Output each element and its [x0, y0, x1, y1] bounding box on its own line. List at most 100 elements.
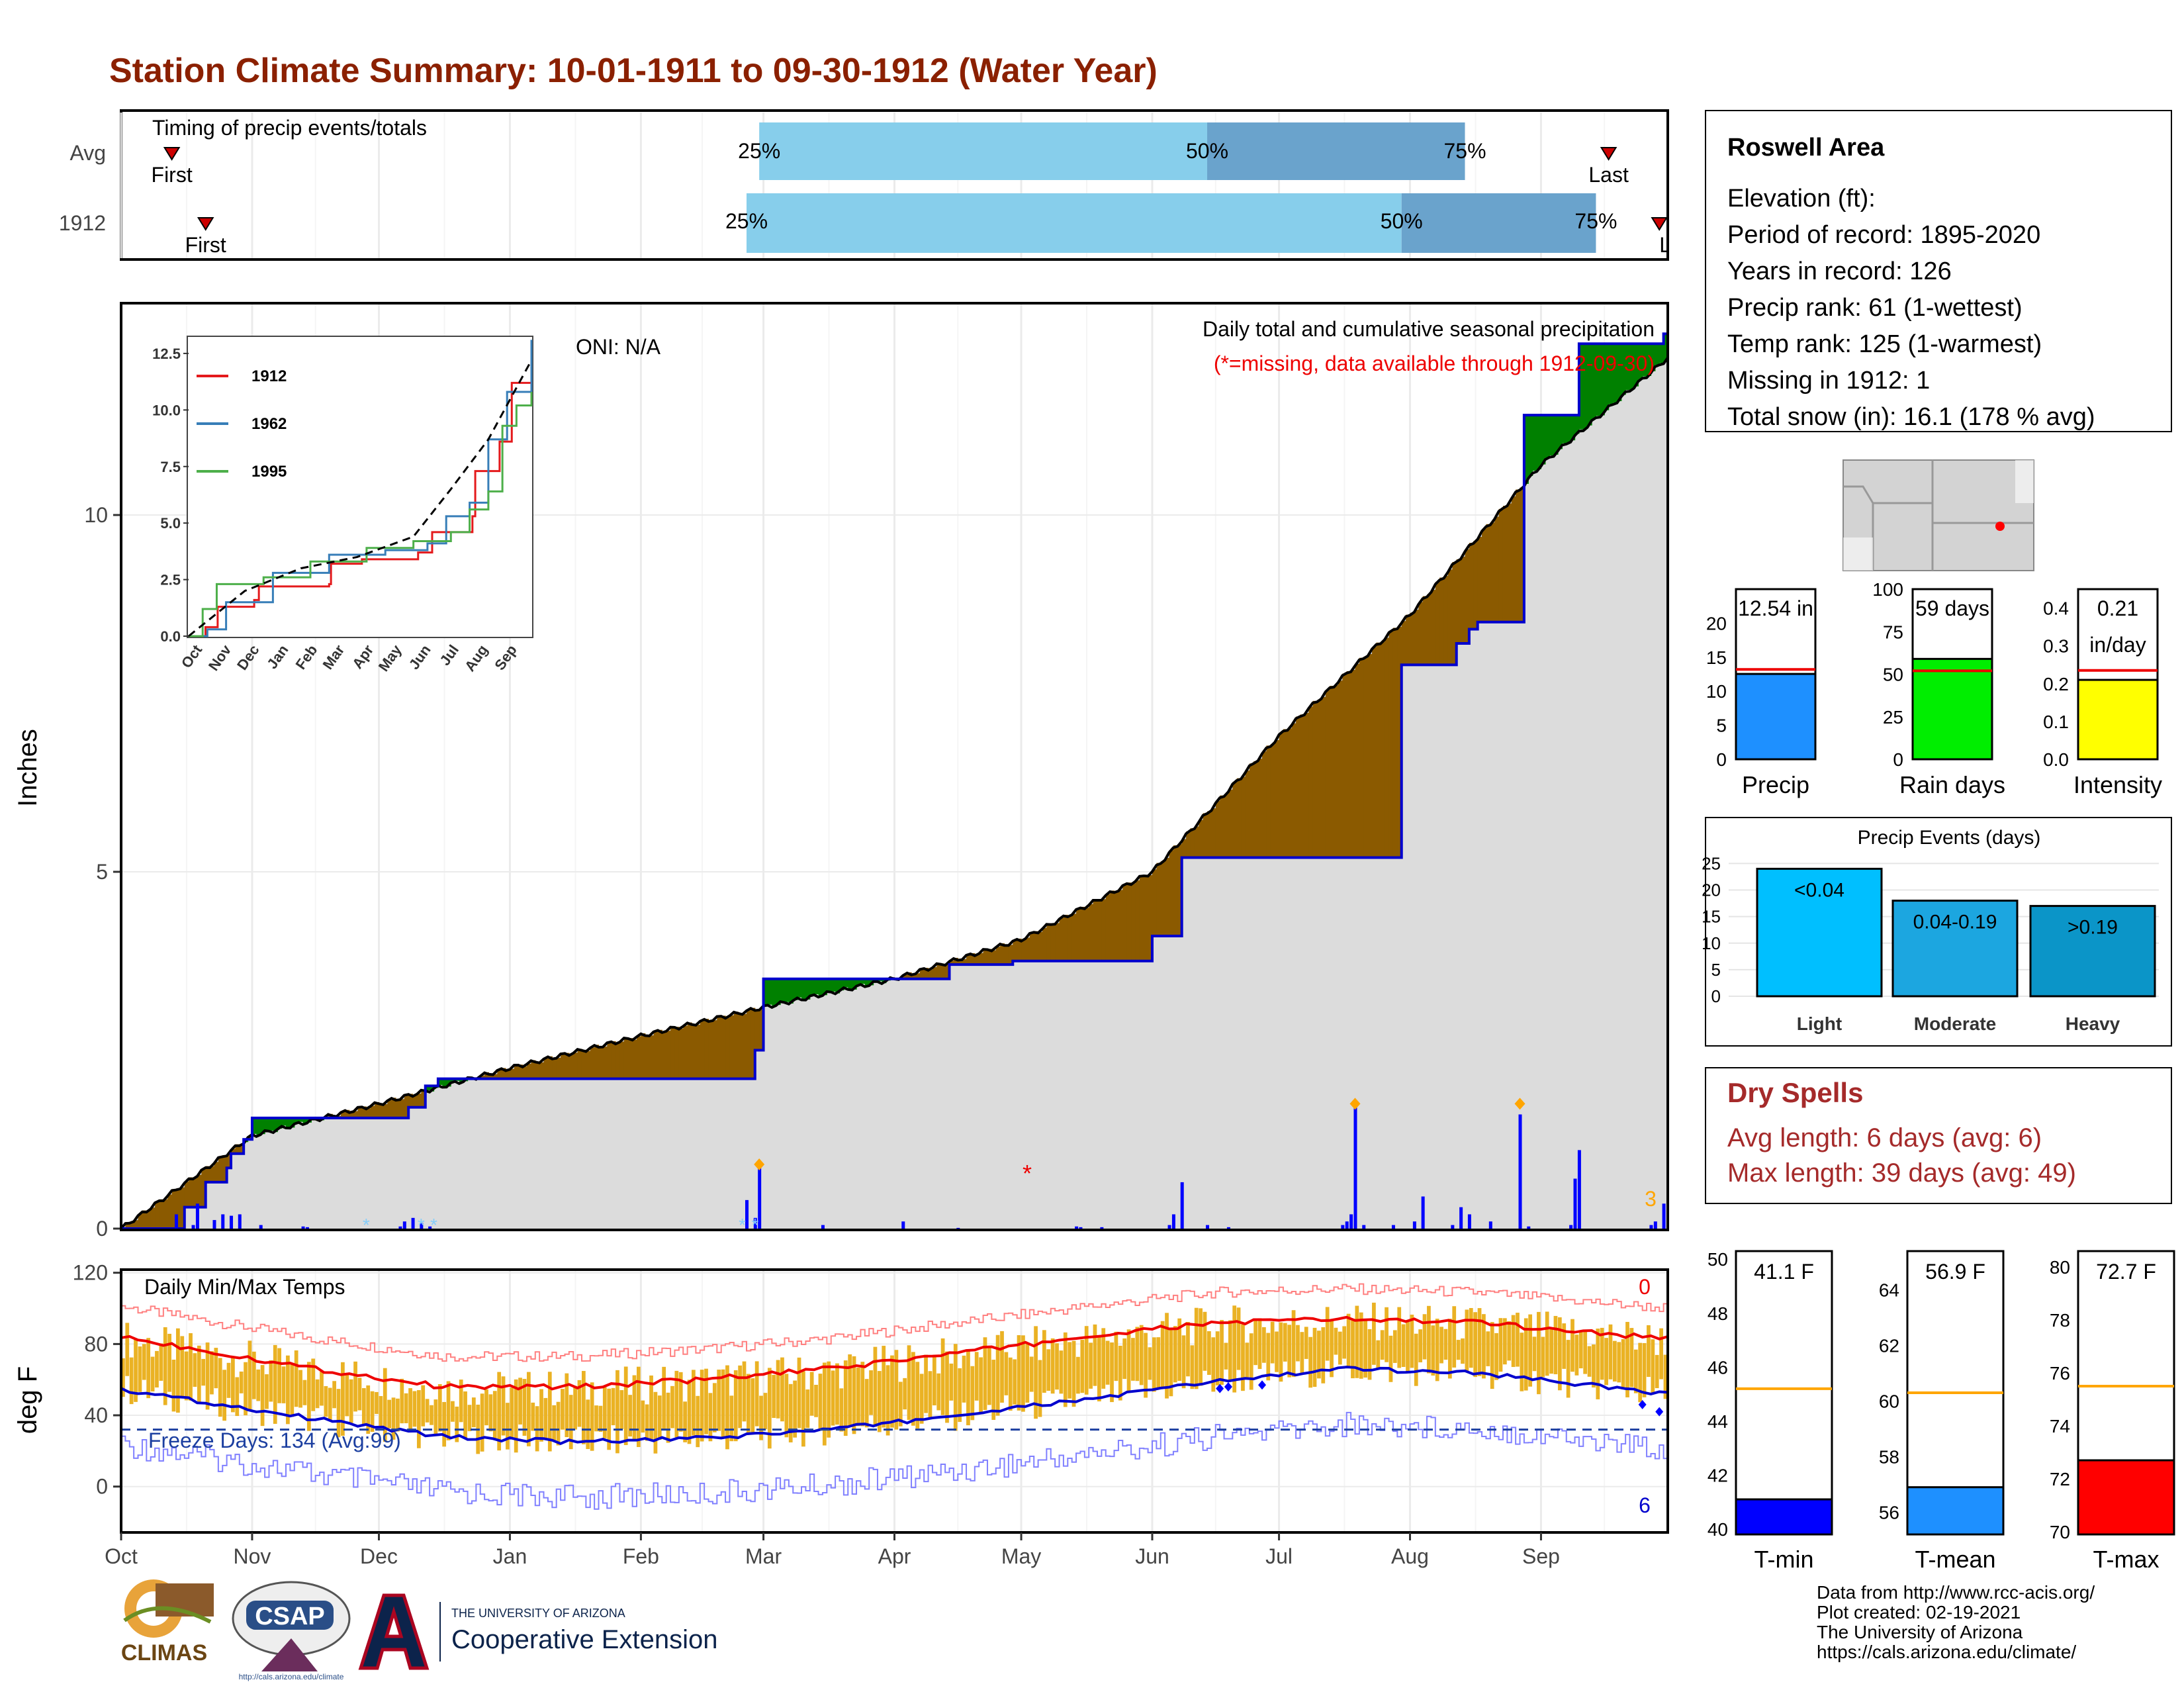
daily-precip-bar [259, 1225, 263, 1229]
deficit-fill [903, 974, 908, 979]
temp-y-tick-label: 0 [96, 1475, 108, 1499]
daily-temp-range-bar [1359, 1312, 1363, 1379]
deficit-fill [607, 1042, 612, 1079]
daily-temp-range-bar [180, 1336, 185, 1399]
daily-temp-range-bar [129, 1357, 134, 1405]
deficit-fill [1059, 917, 1064, 961]
missing-marker: * [1023, 1160, 1032, 1187]
deficit-fill [1507, 503, 1512, 622]
deficit-fill [1304, 712, 1309, 858]
daily-temp-range-bar [1084, 1326, 1089, 1395]
deficit-fill [717, 1015, 722, 1079]
surplus-fill [1545, 415, 1550, 458]
deficit-fill [1359, 657, 1364, 858]
daily-temp-range-bar [298, 1370, 302, 1408]
daily-precip-bar [1206, 1225, 1210, 1229]
daily-temp-range-bar [518, 1378, 522, 1425]
daily-temp-range-bar [1042, 1330, 1046, 1393]
surplus-fill [1553, 415, 1559, 455]
daily-temp-range-bar [1093, 1324, 1097, 1386]
surplus-fill [251, 1117, 257, 1134]
daily-temp-range-bar [852, 1356, 856, 1434]
daily-temp-range-bar [700, 1370, 704, 1442]
deficit-fill [754, 1009, 760, 1051]
deficit-fill [400, 1099, 405, 1118]
deficit-fill [1080, 906, 1085, 961]
deficit-fill [201, 1168, 206, 1207]
daily-temp-range-bar [966, 1350, 970, 1426]
daily-temp-range-bar [387, 1399, 392, 1429]
daily-precip-bar [420, 1223, 424, 1229]
deficit-fill [1207, 811, 1212, 858]
deficit-fill [1122, 884, 1128, 961]
record-low-marker-icon [1258, 1380, 1267, 1390]
deficit-fill [1101, 899, 1107, 961]
deficit-fill [1296, 716, 1301, 858]
daily-temp-range-bar [1439, 1327, 1443, 1364]
deficit-fill [1152, 869, 1157, 937]
events-x-label: Moderate [1914, 1013, 1996, 1034]
deficit-fill [522, 1066, 527, 1079]
quartile-bar-50-75 [1401, 193, 1596, 253]
snow-day-marker-icon: * [418, 1215, 425, 1235]
daily-temp-range-bar [1502, 1318, 1507, 1365]
surplus-fill [1587, 344, 1592, 426]
daily-temp-range-bar [784, 1374, 789, 1438]
daily-temp-range-bar [1566, 1340, 1570, 1398]
surplus-fill [801, 978, 807, 1000]
deficit-fill [1063, 914, 1068, 961]
daily-temp-range-bar [869, 1370, 873, 1415]
deficit-fill [1211, 808, 1216, 858]
deficit-fill [1148, 874, 1153, 961]
daily-temp-range-bar [1296, 1325, 1300, 1362]
deficit-fill [180, 1187, 185, 1229]
daily-precip-bar [1167, 1225, 1171, 1229]
surplus-fill [1557, 415, 1563, 449]
daily-temp-range-bar [1304, 1327, 1308, 1359]
surplus-fill [298, 1117, 304, 1122]
surplus-fill [1541, 415, 1546, 465]
ua-logo: THE UNIVERSITY OF ARIZONA Cooperative Ex… [358, 1593, 717, 1670]
daily-temp-range-bar [471, 1397, 476, 1428]
temp-summary-y-tick-label: 50 [1707, 1249, 1728, 1270]
surplus-fill [1524, 415, 1529, 484]
surplus-fill [1596, 344, 1601, 416]
daily-precip-bar [1341, 1225, 1345, 1229]
daily-temp-range-bar [632, 1375, 637, 1441]
daily-temp-range-bar [924, 1354, 928, 1413]
temp-summary-y-tick-label: 56 [1879, 1502, 1899, 1523]
surplus-fill [277, 1117, 283, 1129]
daily-precip-bar [1569, 1225, 1573, 1229]
precip-panel-frame [120, 302, 1669, 1231]
deficit-fill [1249, 763, 1254, 858]
daily-temp-range-bar [1342, 1326, 1347, 1359]
daily-temp-range-bar [1232, 1305, 1237, 1393]
deficit-fill [751, 1008, 756, 1079]
deficit-fill [412, 1096, 418, 1107]
deficit-fill [645, 1035, 650, 1079]
daily-precip-bar [1577, 1150, 1581, 1229]
deficit-fill [1279, 732, 1284, 858]
deficit-fill [1452, 562, 1457, 665]
x-tick-label: Feb [623, 1544, 659, 1568]
deficit-fill [383, 1103, 388, 1118]
daily-temp-range-bar [1220, 1320, 1224, 1385]
daily-temp-range-bar [607, 1388, 612, 1450]
daily-temp-range-bar [767, 1368, 772, 1449]
daily-precip-bar [1171, 1214, 1175, 1229]
deficit-fill [1215, 800, 1220, 858]
page-title: Station Climate Summary: 10-01-1911 to 0… [109, 52, 1158, 90]
daily-temp-range-bar [1401, 1324, 1406, 1368]
station-years: Years in record: 126 [1727, 258, 1952, 285]
daily-temp-range-bar [506, 1403, 510, 1450]
surplus-fill [1612, 344, 1617, 403]
daily-temp-range-bar [1105, 1340, 1110, 1385]
deficit-fill [1418, 602, 1424, 665]
deficit-fill [628, 1038, 633, 1079]
deficit-fill [226, 1154, 232, 1168]
deficit-fill [1021, 940, 1026, 961]
record-low-marker-icon [1216, 1383, 1224, 1393]
temp-summary-y-tick-label: 58 [1879, 1447, 1899, 1468]
daily-temp-range-bar [1025, 1342, 1030, 1403]
daily-temp-range-bar [611, 1387, 615, 1426]
